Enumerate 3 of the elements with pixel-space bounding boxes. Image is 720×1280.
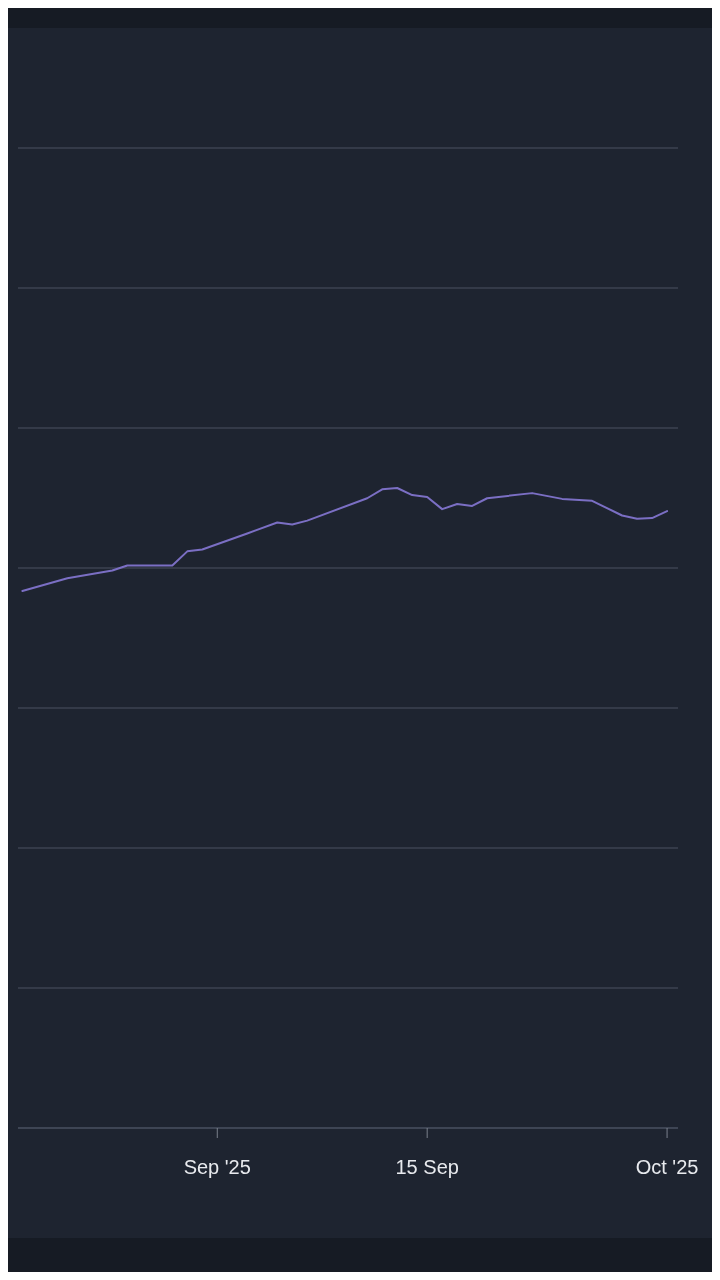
x-tick-label: 15 Sep [395, 1156, 459, 1178]
x-tick-label: Oct '25 [635, 1156, 699, 1178]
x-tick-label: Sep '25 [183, 1156, 251, 1178]
